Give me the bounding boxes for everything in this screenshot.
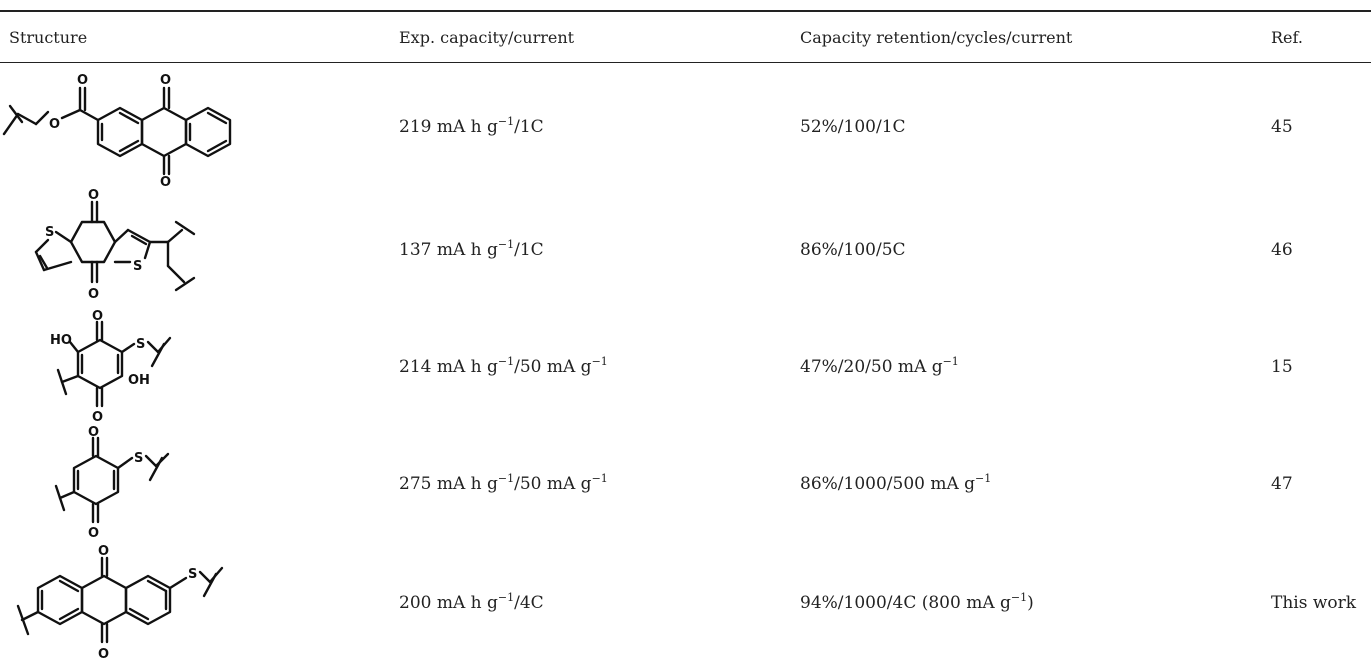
ref-value: 46 (1271, 240, 1293, 260)
svg-text:O: O (88, 188, 99, 203)
ref-value: 45 (1271, 117, 1293, 137)
header-structure: Structure (9, 28, 88, 47)
capacity-value: 219 mA h g−1/1C (399, 115, 544, 137)
ref-value: 47 (1271, 474, 1293, 494)
svg-text:O: O (160, 175, 171, 186)
ref-value: This work (1271, 593, 1357, 613)
table-header-rule (0, 62, 1371, 63)
dihydroxybenzoquinone-thioether-polymer-structure: O O HO OH S (50, 309, 172, 425)
svg-text:O: O (77, 73, 88, 88)
capacity-value: 275 mA h g−1/50 mA g−1 (399, 472, 608, 494)
capacity-value: 200 mA h g−1/4C (399, 591, 544, 613)
retention-value: 47%/20/50 mA g−1 (800, 355, 959, 377)
anthraquinone-ester-polymer-structure: O O O O (2, 73, 232, 186)
header-ref: Ref. (1271, 28, 1303, 47)
svg-text:O: O (160, 73, 171, 88)
ref-value: 15 (1271, 357, 1293, 377)
retention-value: 52%/100/1C (800, 117, 906, 137)
svg-text:S: S (133, 259, 142, 274)
svg-text:OH: OH (128, 373, 150, 388)
svg-text:S: S (134, 451, 143, 466)
svg-text:O: O (88, 287, 99, 302)
capacity-value: 214 mA h g−1/50 mA g−1 (399, 355, 608, 377)
retention-value: 86%/100/5C (800, 240, 906, 260)
svg-text:O: O (92, 410, 103, 425)
svg-text:O: O (88, 426, 99, 440)
header-retention: Capacity retention/cycles/current (800, 28, 1073, 47)
benzoquinone-thioether-polymer-structure: O O S (54, 426, 170, 541)
svg-text:HO: HO (50, 333, 72, 348)
svg-text:O: O (49, 117, 60, 132)
svg-text:O: O (98, 544, 109, 559)
benzodithiophenequinone-polymer-structure: O O S S (34, 188, 196, 302)
svg-text:S: S (188, 567, 197, 582)
header-capacity: Exp. capacity/current (399, 28, 575, 47)
retention-value: 86%/1000/500 mA g−1 (800, 472, 992, 494)
capacity-value: 137 mA h g−1/1C (399, 238, 544, 260)
svg-text:S: S (136, 337, 145, 352)
retention-value: 94%/1000/4C (800 mA g−1) (800, 591, 1034, 613)
table-top-rule (0, 10, 1371, 12)
svg-text:O: O (88, 526, 99, 541)
anthraquinone-thioether-polymer-structure: O O S (16, 544, 224, 662)
svg-text:O: O (98, 647, 109, 662)
svg-text:O: O (92, 309, 103, 324)
svg-text:S: S (45, 225, 54, 240)
